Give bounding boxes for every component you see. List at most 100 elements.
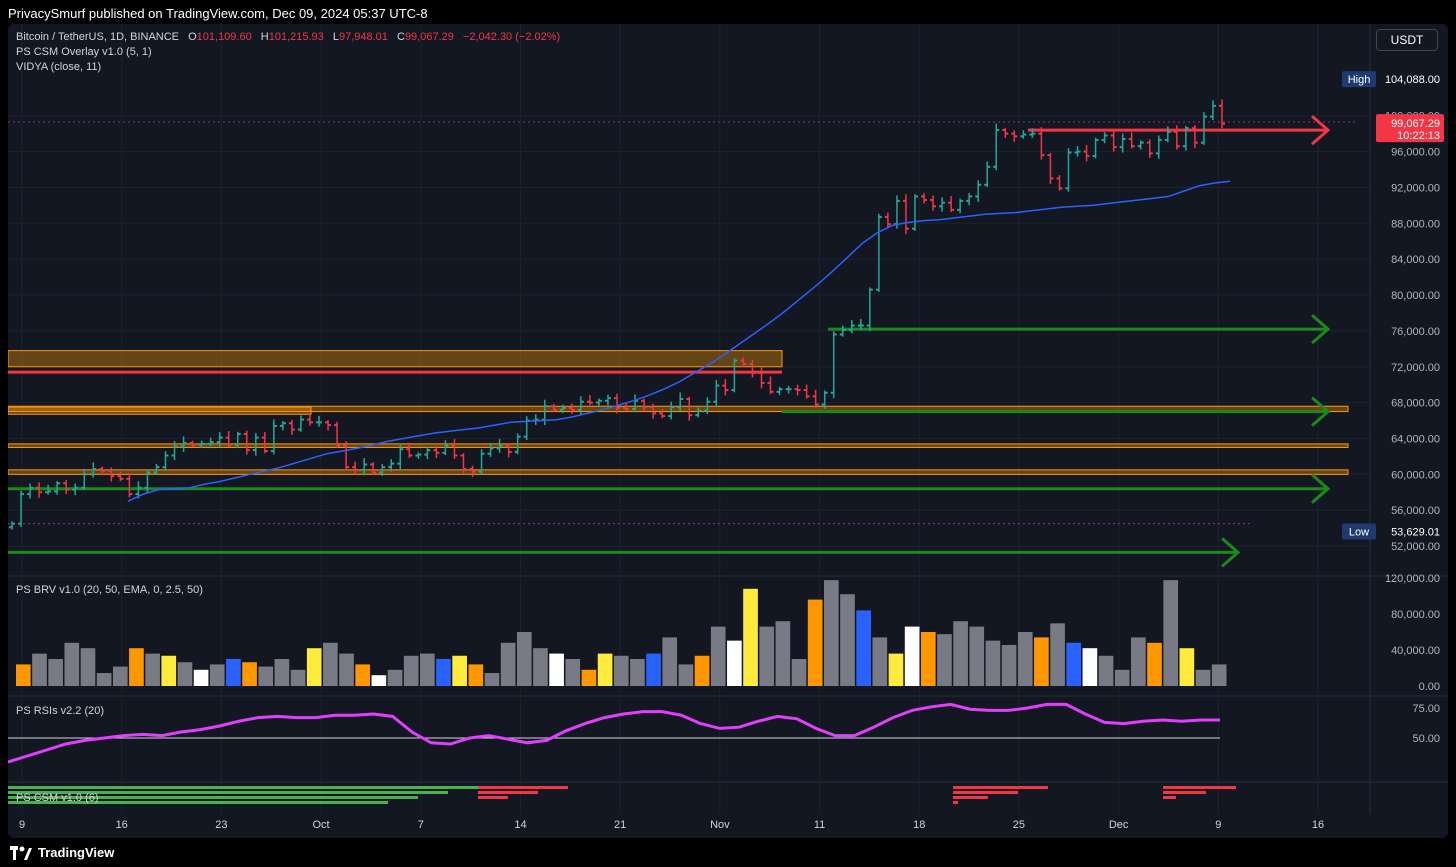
axis-tag-value: 53,629.01 bbox=[1391, 526, 1440, 538]
axis-tag-label: Low bbox=[1349, 526, 1369, 538]
price-tick-label: 72,000.00 bbox=[1391, 362, 1440, 374]
brv-bar bbox=[630, 659, 645, 686]
change-value: −2,042.30 (−2.02%) bbox=[462, 31, 561, 43]
csm-bar bbox=[1163, 791, 1206, 794]
brv-bar bbox=[549, 653, 564, 686]
footer-bar: TradingView bbox=[0, 838, 1456, 867]
chart-container[interactable]: 91623Oct71421Nov111825Dec916100,000.0096… bbox=[8, 24, 1448, 838]
brv-legend[interactable]: PS BRV v1.0 (20, 50, EMA, 0, 2.5, 50) bbox=[16, 584, 203, 596]
brv-bar bbox=[1050, 623, 1065, 686]
brv-tick-label: 40,000.00 bbox=[1391, 645, 1440, 657]
price-tick-label: 76,000.00 bbox=[1391, 326, 1440, 338]
x-tick-label: Dec bbox=[1109, 819, 1129, 831]
brv-bar bbox=[824, 580, 839, 686]
resistance-zone bbox=[8, 406, 312, 415]
brv-bar bbox=[791, 659, 807, 686]
countdown-label: 10:22:13 bbox=[1397, 130, 1440, 142]
price-tick-label: 88,000.00 bbox=[1391, 218, 1440, 230]
brv-bar bbox=[1163, 580, 1179, 686]
brv-bar bbox=[258, 666, 274, 686]
rsi-line bbox=[8, 702, 1220, 764]
axis-tag-label: High bbox=[1348, 74, 1371, 86]
x-tick-label: Oct bbox=[313, 819, 330, 831]
tradingview-logo-icon bbox=[10, 845, 32, 860]
brv-bar bbox=[420, 653, 435, 686]
level-arrow-icon bbox=[1311, 313, 1331, 345]
rsi-tick-label: 75.00 bbox=[1412, 703, 1440, 715]
brv-bar bbox=[1017, 632, 1033, 686]
brv-bar bbox=[80, 648, 96, 686]
brv-bar bbox=[743, 588, 758, 686]
price-tick-label: 84,000.00 bbox=[1391, 254, 1440, 266]
brv-bar bbox=[516, 632, 532, 686]
axis-tag-bg bbox=[1342, 71, 1376, 88]
brv-bar bbox=[533, 648, 548, 686]
last-price-tag bbox=[1376, 114, 1444, 143]
brv-bar bbox=[371, 675, 387, 686]
rsis-legend[interactable]: PS RSIs v2.2 (20) bbox=[16, 705, 105, 717]
csm-bar bbox=[1163, 786, 1236, 789]
brv-bar bbox=[1131, 637, 1146, 686]
brv-bar bbox=[662, 637, 678, 686]
brv-bar bbox=[807, 599, 823, 686]
brv-bar bbox=[161, 655, 177, 686]
csm-bar bbox=[953, 791, 1018, 794]
price-tick-label: 52,000.00 bbox=[1391, 541, 1440, 553]
publisher-bar: PrivacySmurf published on TradingView.co… bbox=[0, 0, 1456, 28]
price-tick-label: 68,000.00 bbox=[1391, 398, 1440, 410]
brv-bar bbox=[759, 626, 775, 686]
x-tick-label: 9 bbox=[19, 819, 25, 831]
currency-button[interactable]: USDT bbox=[1376, 29, 1438, 51]
tradingview-brand[interactable]: TradingView bbox=[38, 845, 115, 860]
publisher-line: PrivacySmurf published on TradingView.co… bbox=[8, 6, 428, 21]
csm-overlay-legend[interactable]: PS CSM Overlay v1.0 (5, 1) bbox=[16, 46, 152, 58]
brv-bar bbox=[678, 664, 694, 686]
x-tick-label: 23 bbox=[215, 819, 227, 831]
x-tick-label: 21 bbox=[614, 819, 626, 831]
brv-bar bbox=[32, 653, 47, 686]
csm-legend[interactable]: PS CSM v1.0 (6) bbox=[16, 792, 99, 804]
brv-bar bbox=[16, 664, 31, 686]
csm-bar bbox=[8, 796, 418, 799]
brv-bar bbox=[581, 669, 597, 686]
brv-bar bbox=[193, 669, 209, 686]
brv-tick-label: 0.00 bbox=[1419, 681, 1440, 693]
x-tick-label: 7 bbox=[418, 819, 424, 831]
resistance-zone bbox=[8, 350, 783, 368]
brv-bar bbox=[1114, 669, 1130, 686]
csm-bar bbox=[953, 801, 958, 804]
brv-bar bbox=[710, 626, 726, 686]
brv-bar bbox=[888, 653, 904, 686]
brv-bar bbox=[145, 653, 160, 686]
chart-canvas[interactable]: 91623Oct71421Nov111825Dec916100,000.0096… bbox=[8, 24, 1448, 838]
price-tick-label: 92,000.00 bbox=[1391, 182, 1440, 194]
csm-bar bbox=[953, 796, 988, 799]
brv-bar bbox=[274, 659, 290, 686]
brv-tick-label: 120,000.00 bbox=[1385, 573, 1440, 585]
vidya-line bbox=[127, 180, 1231, 502]
brv-bar bbox=[953, 621, 968, 686]
brv-bar bbox=[969, 626, 985, 686]
vidya-legend[interactable]: VIDYA (close, 11) bbox=[16, 61, 102, 73]
x-tick-label: 11 bbox=[814, 819, 825, 831]
csm-bar bbox=[1163, 796, 1176, 799]
price-tick-label: 64,000.00 bbox=[1391, 433, 1440, 445]
brv-bar bbox=[290, 669, 306, 686]
brv-bar bbox=[129, 648, 144, 686]
x-tick-label: 25 bbox=[1013, 819, 1025, 831]
brv-bar bbox=[484, 673, 500, 686]
brv-bar bbox=[920, 632, 936, 686]
brv-bar bbox=[48, 659, 63, 686]
low-value: 97,948.01 bbox=[338, 31, 388, 43]
brv-bar bbox=[1179, 648, 1195, 686]
brv-bar bbox=[646, 653, 661, 686]
brv-bar bbox=[904, 626, 920, 686]
price-tick-label: 60,000.00 bbox=[1391, 469, 1440, 481]
brv-bar bbox=[775, 621, 791, 686]
brv-bar bbox=[339, 653, 354, 686]
axis-tag-bg bbox=[1376, 523, 1444, 540]
support-zone bbox=[8, 469, 1349, 475]
brv-bar bbox=[613, 655, 629, 686]
brv-bar bbox=[355, 664, 371, 686]
brv-bar bbox=[1195, 669, 1211, 686]
